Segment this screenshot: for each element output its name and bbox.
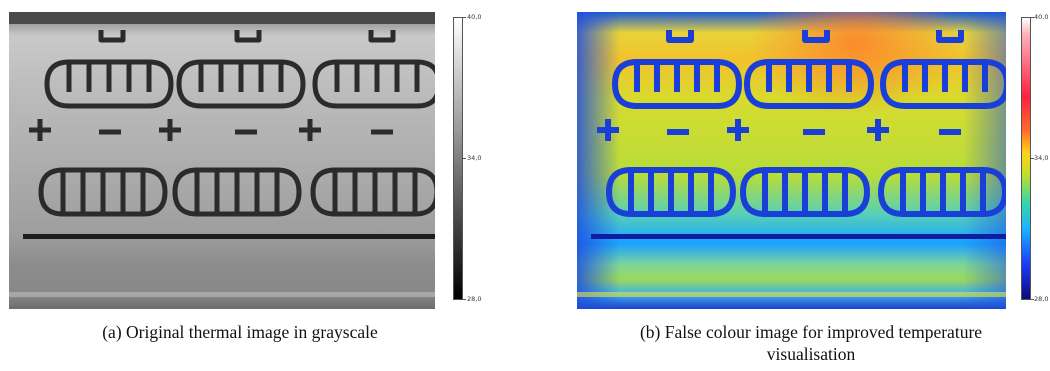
- scale-max-label: 40,0: [467, 13, 482, 21]
- caption-a: (a) Original thermal image in grayscale: [102, 322, 378, 342]
- caption-b-line2: visualisation: [766, 344, 856, 364]
- scale-mid-label: 34,0: [1034, 154, 1049, 162]
- scale-mid-label: 34,0: [467, 154, 482, 162]
- false-colour-thermal-image: [577, 12, 1006, 309]
- scale-min-label: 28,0: [467, 295, 482, 303]
- caption-b: (b) False colour image for improved temp…: [575, 321, 1047, 365]
- scale-min-label: 28,0: [1034, 295, 1049, 303]
- caption-b-line1: (b) False colour image for improved temp…: [639, 322, 983, 342]
- grayscale-thermal-image: [9, 12, 435, 309]
- scale-max-label: 40,0: [1034, 13, 1049, 21]
